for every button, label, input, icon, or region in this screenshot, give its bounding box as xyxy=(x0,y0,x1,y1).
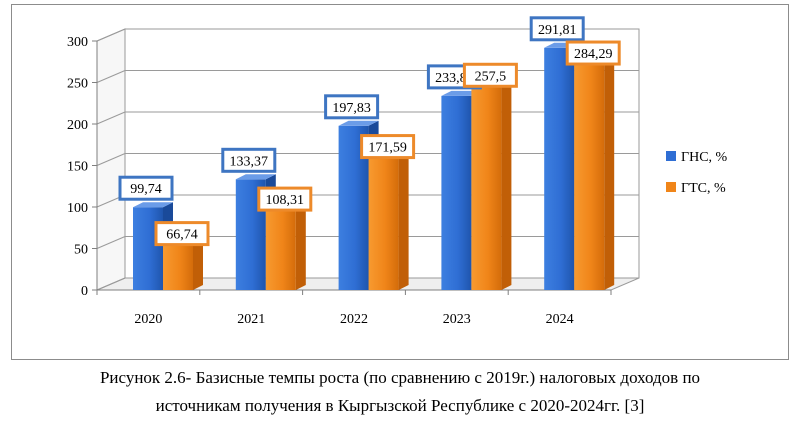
y-tick-label: 100 xyxy=(67,201,88,216)
y-tick-label: 200 xyxy=(67,118,88,133)
legend-label-0: ГНС, % xyxy=(681,150,728,165)
y-tick-label: 150 xyxy=(67,160,88,175)
data-label-ГНС, %-2024-box xyxy=(529,16,585,42)
bar-ГНС, %-2023 xyxy=(441,95,472,290)
data-label-ГТС, %-2023-box xyxy=(462,62,518,88)
bar-chart: 0 50 100 150 200 250 300 2020 2021 2022 2023 2024 9… xyxy=(67,16,728,327)
data-label-ГТС, %-2021-box xyxy=(257,186,313,212)
bar-ГНС, %-2024 xyxy=(544,47,575,290)
x-tick-label: 2024 xyxy=(546,312,574,327)
bar-top-ГНС, %-2022 xyxy=(338,120,379,126)
gridline-depth xyxy=(96,236,126,249)
data-label-ГТС, %-2024: 284,29 xyxy=(574,47,613,62)
bar-ГТС, %-2022 xyxy=(368,147,399,290)
data-label-ГТС, %-2024-box xyxy=(565,40,621,66)
bar-ГНС, %-2020 xyxy=(133,207,163,290)
x-tick-label: 2023 xyxy=(443,312,471,327)
data-label-ГТС, %-2022: 171,59 xyxy=(368,141,407,156)
data-label-ГНС, %-2022: 197,83 xyxy=(332,101,371,116)
x-tick-label: 2021 xyxy=(237,312,265,327)
data-label-ГТС, %-2020-box xyxy=(154,221,210,247)
gridline-depth xyxy=(96,70,126,83)
x-tick-label: 2022 xyxy=(340,312,368,327)
y-tick-label: 300 xyxy=(67,35,88,50)
data-label-ГТС, %-2023: 257,5 xyxy=(475,69,507,84)
bar-side-ГТС, %-2024 xyxy=(604,49,615,290)
bar-ГТС, %-2021 xyxy=(265,200,296,290)
gridline-depth xyxy=(96,111,126,125)
gridline-depth xyxy=(96,153,126,166)
data-label-ГТС, %-2022-box xyxy=(360,134,416,160)
x-tick-label: 2020 xyxy=(134,312,162,327)
bar-top-ГНС, %-2020 xyxy=(133,202,173,208)
data-label-ГТС, %-2020: 66,74 xyxy=(166,228,198,243)
data-label-ГНС, %-2021-box xyxy=(221,147,277,173)
legend-label-1: ГТС, % xyxy=(681,181,726,196)
data-label-ГНС, %-2024: 291,81 xyxy=(538,23,577,38)
bar-side-ГТС, %-2023 xyxy=(501,71,512,291)
bar-ГТС, %-2023 xyxy=(471,76,502,291)
gridline-depth xyxy=(96,277,126,291)
legend-swatch-0 xyxy=(666,151,676,161)
y-tick-label: 50 xyxy=(74,243,88,258)
data-label-ГНС, %-2022-box xyxy=(324,94,380,120)
data-label-ГНС, %-2020-box xyxy=(118,175,174,201)
chart-frame: 0 50 100 150 200 250 300 2020 2021 2022 2023 2024 9… xyxy=(11,4,789,360)
figure-caption-line-2: источникам получения в Кыргызской Респуб… xyxy=(155,396,645,415)
bar-ГТС, %-2024 xyxy=(574,54,605,290)
bar-side-ГТС, %-2021 xyxy=(295,195,306,290)
gridline-depth xyxy=(96,28,126,42)
figure-caption-line-1: Рисунок 2.6- Базисные темпы роста (по ср… xyxy=(99,368,701,387)
legend-swatch-1 xyxy=(666,182,676,192)
data-label-ГТС, %-2021: 108,31 xyxy=(266,193,305,208)
y-tick-label: 0 xyxy=(81,284,88,299)
y-tick-label: 250 xyxy=(67,77,88,92)
data-label-ГНС, %-2021: 133,37 xyxy=(230,154,269,169)
bar-top-ГНС, %-2021 xyxy=(235,174,276,180)
bar-side-ГТС, %-2022 xyxy=(398,142,409,290)
data-label-ГНС, %-2020: 99,74 xyxy=(130,182,162,197)
